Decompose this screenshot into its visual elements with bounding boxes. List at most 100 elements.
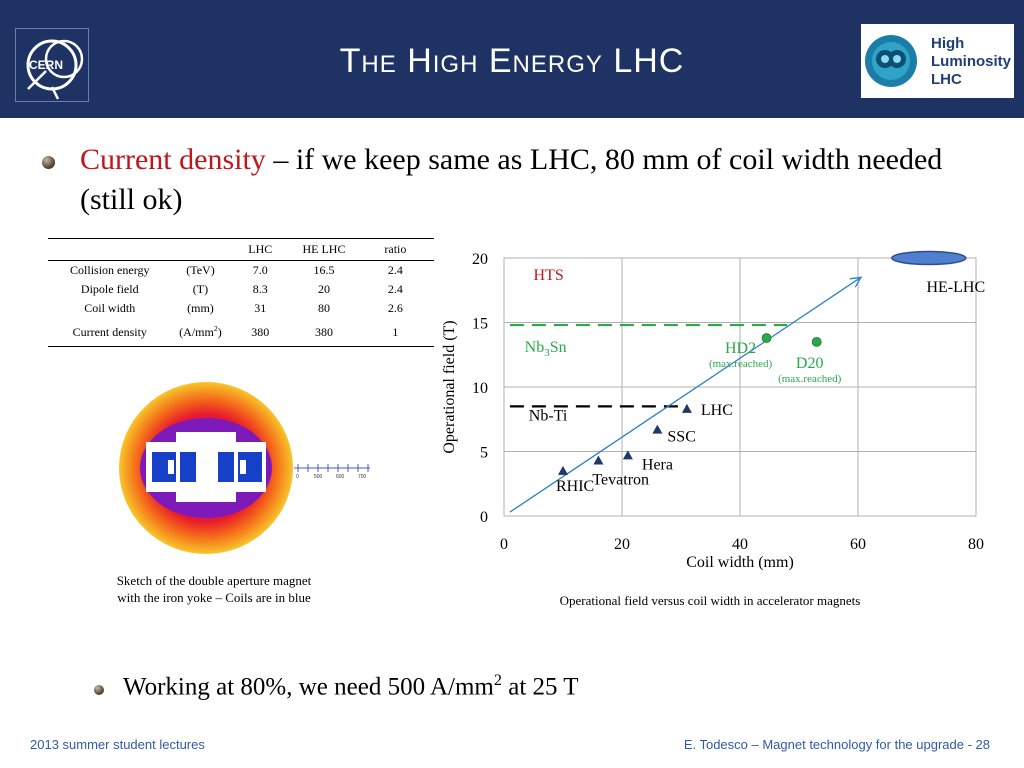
region-label-nbti: Nb-Ti <box>529 408 568 425</box>
x-tick-label: 0 <box>500 536 508 553</box>
he-lhc-label: HE-LHC <box>926 279 985 296</box>
table-header-cell: HE LHC <box>291 238 357 261</box>
region-label-nb3sn: Nb3Sn <box>525 339 567 359</box>
table-header-row: LHC HE LHC ratio <box>48 238 434 261</box>
triangle-marker <box>593 455 604 465</box>
table-cell: (A/mm2) <box>171 318 230 347</box>
triangle-marker <box>622 450 633 460</box>
y-tick-label: 15 <box>472 316 488 333</box>
table-cell: Coil width <box>84 301 136 315</box>
table-cell: Dipole field <box>80 282 139 296</box>
table-cell: (TeV) <box>186 263 215 277</box>
table-cell: 1 <box>356 318 434 347</box>
point-label: HD2 <box>725 340 756 357</box>
nb3sn-tail: Sn <box>550 339 567 356</box>
unit-sup: 2 <box>213 324 218 333</box>
point-sublabel: (max.reached) <box>709 358 773 370</box>
magnet-sketch: 0 500 600 700 <box>119 382 370 554</box>
x-axis-label: Coil width (mm) <box>686 554 794 571</box>
table-row: Collision energy (TeV) 7.0 16.5 2.4 <box>48 261 434 281</box>
cern-logo-text: CERN <box>29 58 63 72</box>
table-cell: 2.4 <box>387 263 403 277</box>
x-tick-label: 60 <box>850 536 866 553</box>
unit-close: ) <box>217 325 222 339</box>
table-cell: 20 <box>317 282 330 296</box>
table-cell: 2.4 <box>387 282 403 296</box>
footer-left: 2013 summer student lectures <box>30 737 205 752</box>
bullet-1-rest: – if we keep same as LHC, 80 mm of coil … <box>80 143 943 216</box>
point-sublabel: (max.reached) <box>778 373 842 385</box>
scale-label: 600 <box>336 474 345 480</box>
triangle-marker <box>652 424 663 434</box>
y-tick-label: 0 <box>480 509 488 526</box>
table-cell: 380 <box>291 318 357 347</box>
hl-lhc-logo: High Luminosity LHC <box>861 24 1014 98</box>
point-label: Hera <box>642 456 673 473</box>
x-tick-label: 40 <box>732 536 748 553</box>
hl-logo-line3: LHC <box>931 71 962 88</box>
y-axis-label: Operational field (T) <box>441 320 458 453</box>
scale-label: 500 <box>314 474 323 480</box>
table-row: Coil width (mm) 31 80 2.6 <box>48 299 434 318</box>
table-header-cell: ratio <box>356 238 434 261</box>
sketch-caption-line1: Sketch of the double aperture magnet <box>116 573 312 588</box>
table-header-cell <box>171 238 230 261</box>
table-cell: Collision energy <box>70 263 150 277</box>
point-label: SSC <box>667 429 695 446</box>
table-cell: 380 <box>229 318 292 347</box>
y-tick-label: 20 <box>472 251 488 268</box>
point-label: Tevatron <box>592 472 649 489</box>
nb3sn-part: Nb <box>525 339 545 356</box>
table-cell: 8.3 <box>252 282 268 296</box>
bullet-1-icon <box>42 156 55 169</box>
hl-logo-line1: High <box>931 35 964 52</box>
bullet-2-post: at 25 T <box>501 673 579 701</box>
cern-logo: CERN <box>15 28 89 102</box>
x-tick-label: 80 <box>968 536 984 553</box>
table-cell: Current density <box>48 318 172 347</box>
table-row: Dipole field (T) 8.3 20 2.4 <box>48 280 434 299</box>
table-cell: 31 <box>254 301 267 315</box>
bullet-2-icon <box>94 685 104 695</box>
unit-text: (A/mm <box>179 325 214 339</box>
field-vs-width-chart: Operational field (T) Coil width (mm) 0 5… <box>441 250 985 571</box>
sketch-caption: Sketch of the double aperture magnet wit… <box>80 572 348 606</box>
table-cell: 80 <box>317 301 330 315</box>
region-label-hts: HTS <box>534 267 564 284</box>
chart-caption: Operational field versus coil width in a… <box>559 593 861 608</box>
triangle-marker <box>681 403 692 413</box>
y-tick-label: 5 <box>480 445 488 462</box>
x-tick-label: 20 <box>614 536 630 553</box>
table-cell: (T) <box>192 282 209 296</box>
footer-right: E. Todesco – Magnet technology for the u… <box>683 737 990 752</box>
he-lhc-marker <box>891 250 967 266</box>
table-cell: 7.0 <box>252 263 268 277</box>
point-label: D20 <box>796 355 824 372</box>
nb3sn-sub: 3 <box>544 347 550 359</box>
circle-marker <box>761 333 772 343</box>
bullet-1-accent: Current density <box>80 143 266 176</box>
table-cell: 16.5 <box>313 263 335 277</box>
point-label: LHC <box>701 402 733 419</box>
scale-label: 0 <box>296 474 299 480</box>
trend-line <box>509 277 861 513</box>
parameter-table: LHC HE LHC ratio Collision energy (TeV) … <box>48 238 434 347</box>
bullet-2-pre: Working at 80%, we need 500 A/mm <box>123 673 494 701</box>
bullet-2-sup: 2 <box>493 671 502 689</box>
scale-label: 700 <box>358 474 367 480</box>
page-title: The High Energy LHC <box>339 42 685 80</box>
sketch-caption-line2: with the iron yoke – Coils are in blue <box>117 590 311 605</box>
y-tick-label: 10 <box>472 380 488 397</box>
header-bar: CERN The High Energy LHC High Luminosity… <box>0 0 1024 118</box>
table-row: Current density (A/mm2) 380 380 1 <box>48 318 434 347</box>
table-header-cell: LHC <box>229 238 292 261</box>
point-label: RHIC <box>556 478 594 495</box>
bullet-1-text: Current density – if we keep same as LHC… <box>80 140 960 220</box>
triangle-marker <box>558 465 568 475</box>
table-cell: 2.6 <box>387 301 403 315</box>
table-cell: (mm) <box>187 301 214 315</box>
bullet-2-text: Working at 80%, we need 500 A/mm2 at 25 … <box>123 671 579 701</box>
circle-marker <box>811 336 822 347</box>
table-header-cell <box>48 238 172 261</box>
hl-logo-line2: Luminosity <box>931 53 1012 70</box>
